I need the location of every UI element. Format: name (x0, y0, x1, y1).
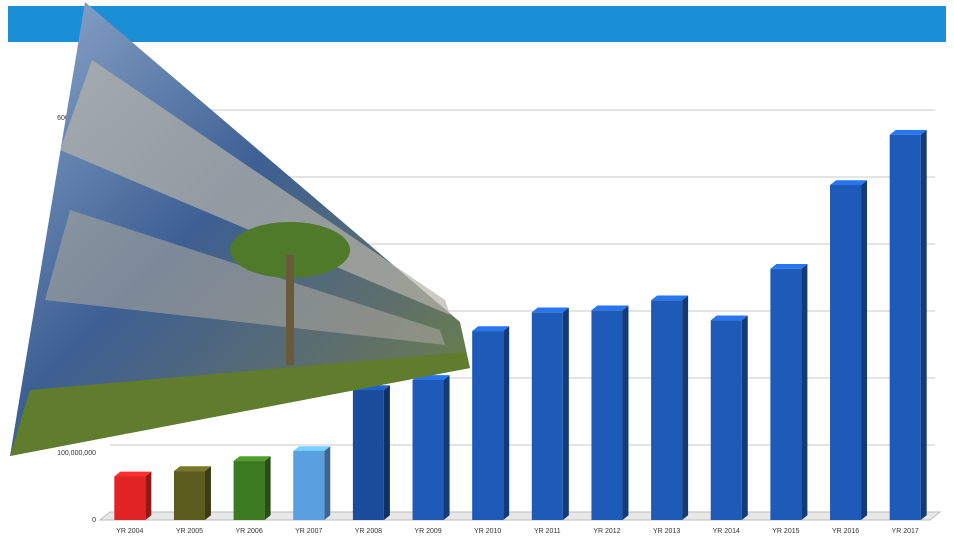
y-tick-label: 0 (92, 517, 96, 524)
bar (651, 300, 683, 520)
x-tick-label: YR 2008 (355, 528, 382, 535)
bar-side (145, 471, 152, 520)
x-tick-label: YR 2010 (474, 528, 501, 535)
bar-side (682, 295, 689, 520)
bar-side (204, 466, 211, 520)
bar-top (531, 307, 569, 313)
x-tick-label: YR 2017 (892, 528, 919, 535)
x-tick-label: YR 2012 (593, 528, 620, 535)
bar-side (622, 305, 629, 520)
bar-top (710, 315, 748, 321)
bar-side (562, 307, 569, 520)
bar-top (830, 180, 868, 185)
x-tick-label: YR 2016 (832, 528, 859, 535)
bar (173, 471, 205, 520)
bar-side (383, 385, 390, 520)
y-tick-label: 100,000,000 (57, 450, 96, 457)
bar-side (861, 180, 868, 520)
bar-side (741, 315, 748, 520)
bar-top (233, 456, 271, 462)
x-tick-label: YR 2005 (176, 528, 203, 535)
bar-top (173, 466, 211, 472)
bar-side (264, 456, 271, 520)
bar-top (770, 263, 808, 269)
bar (233, 461, 265, 520)
floor (98, 511, 942, 521)
x-tick-label: YR 2004 (116, 528, 143, 535)
bar (352, 390, 384, 520)
bar (293, 450, 325, 520)
bar-top (651, 295, 689, 301)
x-tick-label: YR 2009 (414, 528, 441, 535)
bar-side (801, 263, 808, 520)
x-tick-label: YR 2006 (235, 528, 262, 535)
bar-top (114, 471, 152, 477)
bar-top (591, 305, 629, 311)
bar-top (889, 129, 927, 135)
x-tick-label: YR 2014 (713, 528, 740, 535)
x-tick-label: YR 2011 (534, 528, 561, 535)
bar-side (324, 446, 331, 520)
building-photo (10, 2, 470, 456)
bar-side (443, 375, 450, 520)
bar-top (472, 326, 510, 332)
x-tick-label: YR 2013 (653, 528, 680, 535)
bar-side (503, 326, 510, 520)
bar-side (920, 129, 927, 520)
bar (889, 134, 921, 520)
header-banner (8, 6, 946, 42)
bar (830, 185, 862, 520)
bar (472, 331, 504, 520)
bar (531, 312, 563, 520)
x-tick-label: YR 2015 (772, 528, 799, 535)
bar (412, 379, 444, 520)
bar (710, 320, 742, 520)
bar (770, 268, 802, 520)
bar-top (293, 446, 331, 451)
bar (591, 310, 623, 520)
bar (114, 476, 146, 520)
x-tick-label: YR 2007 (295, 528, 322, 535)
